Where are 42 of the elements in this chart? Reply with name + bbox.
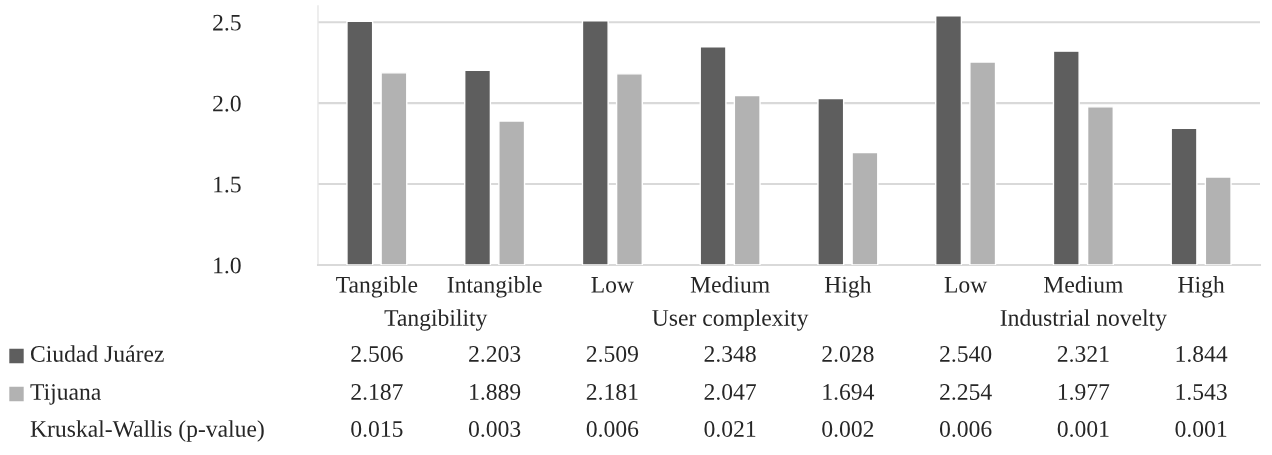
text: 0.003: [468, 420, 521, 438]
text: 0.015: [351, 420, 403, 438]
text: Industrial novelty: [1000, 309, 1167, 331]
x-tick-label: Low: [591, 277, 634, 293]
x-tick-label: Intangible: [447, 276, 542, 298]
data-label: 2.203: [469, 345, 521, 363]
x-tick-label: High: [824, 276, 872, 298]
text: User complexity: [652, 309, 809, 331]
text: 0.001: [1057, 420, 1109, 438]
legend-label: Ciudad Juárez: [30, 345, 164, 362]
data-label: 2.181: [586, 383, 638, 401]
data-label: 2.506: [351, 345, 403, 363]
data-label: 1.889: [470, 383, 521, 401]
y-tick-label: 1.0: [214, 257, 241, 274]
data-label: 1.694: [823, 384, 875, 401]
x-tick-label: High: [1178, 276, 1225, 298]
data-label: 2.254: [940, 384, 992, 401]
text: Kruskal-Wallis (p-value): [30, 420, 264, 442]
y-tick-label: 2.5: [213, 14, 241, 31]
x-tick-label: Tangible: [336, 276, 418, 298]
data-label: 2.047: [704, 383, 757, 401]
x-tick-label: Medium: [1044, 276, 1124, 293]
text: 0.002: [822, 420, 874, 438]
text: 0.001: [1175, 420, 1227, 438]
data-label: 2.028: [822, 345, 874, 363]
legend-label: Tijuana: [30, 384, 101, 405]
data-label: 2.348: [704, 345, 756, 363]
y-tick-label: 1.5: [214, 176, 241, 193]
text: Tangibility: [384, 309, 488, 331]
text: 0.006: [586, 420, 639, 438]
text: 0.021: [704, 420, 756, 438]
data-label: 2.321: [1057, 346, 1109, 363]
data-label: 2.540: [940, 345, 992, 363]
x-tick-label: Medium: [690, 276, 770, 293]
y-tick-label: 2.0: [213, 95, 241, 112]
data-label: 1.543: [1176, 384, 1227, 401]
data-label: 2.509: [586, 345, 638, 363]
text: 0.006: [939, 420, 992, 438]
data-label: 1.844: [1176, 345, 1228, 363]
x-tick-label: Low: [944, 277, 988, 293]
data-label: 1.977: [1058, 384, 1110, 401]
data-label: 2.187: [351, 383, 403, 401]
